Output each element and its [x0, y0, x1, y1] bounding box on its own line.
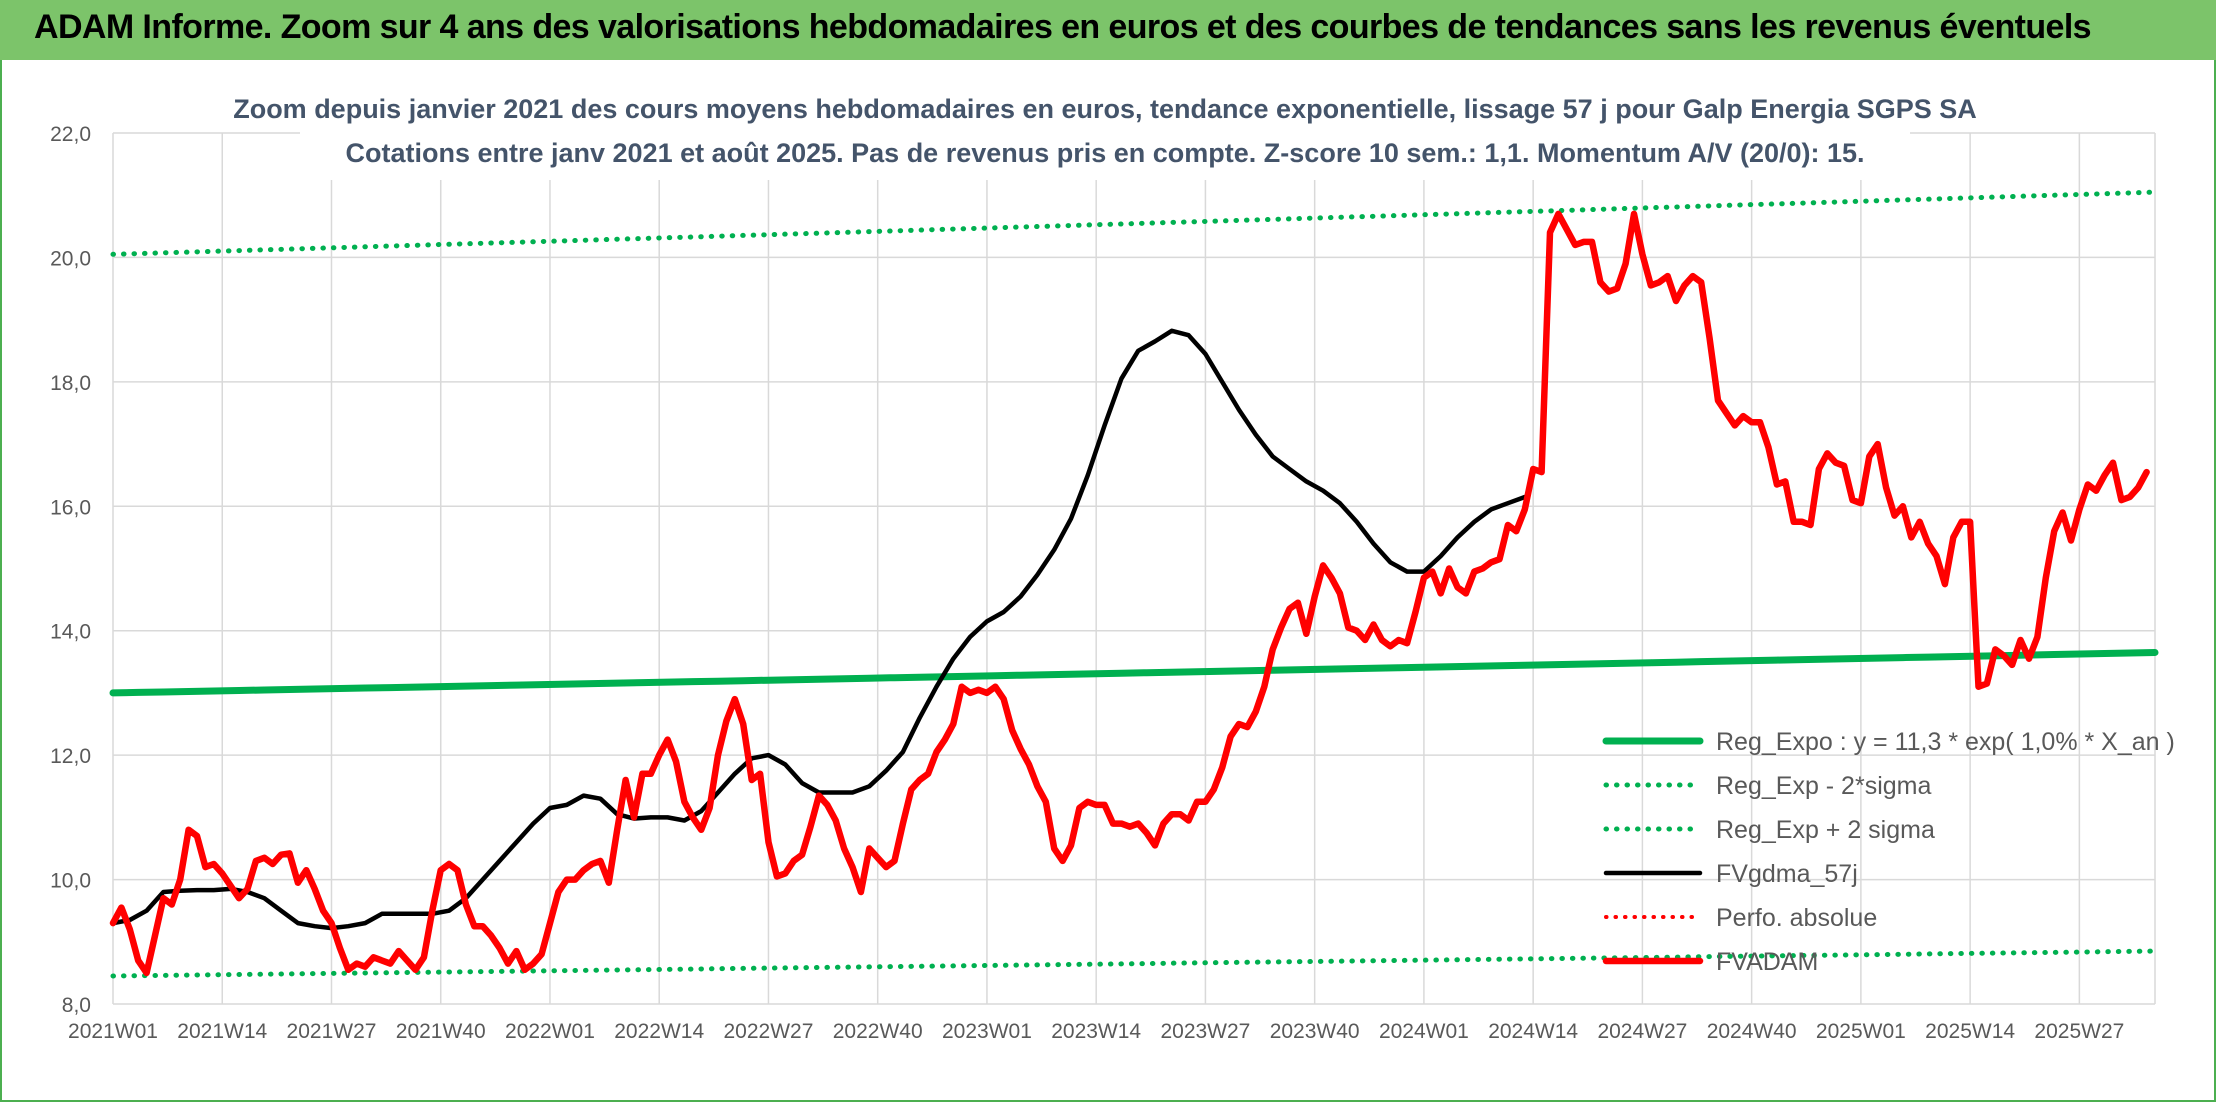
reg-exp-plus-2sigma-line: [110, 189, 2158, 257]
series-layer: [109, 189, 2159, 979]
x-tick-label: 2021W40: [396, 1020, 486, 1043]
x-tick-label: 2023W27: [1160, 1020, 1250, 1043]
legend-label: Perfo. absolue: [1716, 904, 1877, 932]
reg-expo-line: [109, 649, 2159, 697]
x-tick-label: 2025W14: [1925, 1020, 2015, 1043]
legend-label: Reg_Exp - 2*sigma: [1716, 772, 1931, 800]
fvadam-line: [109, 210, 2150, 977]
x-tick-label: 2023W40: [1270, 1020, 1360, 1043]
legend: Reg_Expo : y = 11,3 * exp( 1,0% * X_an )…: [1602, 728, 2175, 976]
banner-title: ADAM Informe. Zoom sur 4 ans des valoris…: [34, 8, 2092, 46]
x-tick-label: 2022W01: [505, 1020, 595, 1043]
legend-reg-expo: Reg_Expo : y = 11,3 * exp( 1,0% * X_an ): [1602, 728, 2175, 756]
x-tick-label: 2023W01: [942, 1020, 1032, 1043]
legend-fvadam: FVADAM: [1602, 948, 1818, 976]
x-tick-label: 2022W40: [833, 1020, 923, 1043]
legend-reg-minus: Reg_Exp - 2*sigma: [1603, 772, 1931, 800]
legend-fvgdma: FVgdma_57j: [1603, 860, 1858, 888]
x-tick-label: 2023W14: [1051, 1020, 1141, 1043]
y-tick-label: 22,0: [50, 123, 91, 146]
chart-subtitle: Cotations entre janv 2021 et août 2025. …: [345, 138, 1864, 168]
y-tick-label: 18,0: [50, 372, 91, 395]
y-tick-label: 14,0: [50, 621, 91, 644]
reg-exp-minus-2sigma-line: [110, 948, 2158, 979]
grid-lines: [112, 132, 2156, 1005]
legend-label: Reg_Exp + 2 sigma: [1716, 816, 1935, 844]
legend-perfo: Perfo. absolue: [1604, 904, 1877, 932]
x-tick-label: 2025W27: [2034, 1020, 2124, 1043]
title-box: [300, 86, 1910, 180]
chart-title: Zoom depuis janvier 2021 des cours moyen…: [233, 94, 1977, 124]
legend-label: FVgdma_57j: [1716, 860, 1858, 888]
x-tick-label: 2024W40: [1707, 1020, 1797, 1043]
x-tick-label: 2021W01: [68, 1020, 158, 1043]
x-tick-label: 2022W27: [724, 1020, 814, 1043]
legend-label: Reg_Expo : y = 11,3 * exp( 1,0% * X_an ): [1716, 728, 2175, 756]
y-tick-label: 10,0: [50, 870, 91, 893]
y-tick-label: 12,0: [50, 745, 91, 768]
x-tick-label: 2024W27: [1597, 1020, 1687, 1043]
y-tick-label: 16,0: [50, 496, 91, 519]
y-axis: 8,0 10,0 12,0 14,0 16,0 18,0 20,0 22,0: [50, 123, 91, 1017]
y-tick-label: 20,0: [50, 247, 91, 270]
legend-label: FVADAM: [1716, 948, 1818, 976]
header-banner: ADAM Informe. Zoom sur 4 ans des valoris…: [0, 0, 2216, 60]
x-tick-label: 2024W01: [1379, 1020, 1469, 1043]
x-tick-label: 2025W01: [1816, 1020, 1906, 1043]
x-tick-label: 2024W14: [1488, 1020, 1578, 1043]
x-tick-label: 2021W27: [287, 1020, 377, 1043]
legend-reg-plus: Reg_Exp + 2 sigma: [1603, 816, 1935, 844]
x-tick-label: 2021W14: [177, 1020, 267, 1043]
fvgdma-57j-line: [110, 328, 1528, 931]
x-axis: 2021W01 2021W14 2021W27 2021W40 2022W01 2022W…: [68, 1020, 2124, 1043]
x-tick-label: 2022W14: [614, 1020, 704, 1043]
y-tick-label: 8,0: [62, 994, 91, 1017]
